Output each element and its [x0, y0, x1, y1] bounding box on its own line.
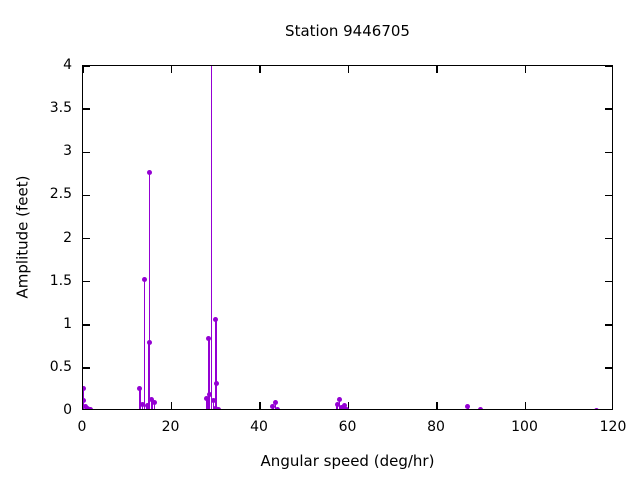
data-point [139, 401, 145, 407]
y-tick-mark [83, 237, 90, 240]
y-tick-mark-right [605, 151, 612, 153]
y-tick-label: 3.5 [49, 100, 72, 117]
data-point [149, 397, 155, 403]
data-stem [143, 279, 146, 409]
data-point [142, 276, 148, 282]
data-stem [338, 399, 341, 409]
y-tick-mark-right [605, 324, 612, 326]
data-point [213, 317, 219, 323]
y-tick-mark-right [605, 280, 612, 283]
y-tick-label: 2.5 [49, 186, 72, 203]
data-stem [90, 409, 92, 410]
data-stem [212, 400, 215, 409]
data-stem [206, 398, 208, 409]
data-point [147, 169, 153, 175]
y-tick-mark-right [605, 237, 612, 240]
data-stem [215, 319, 217, 409]
data-point [465, 404, 471, 409]
chart-title: Station 9446705 [285, 22, 410, 40]
data-point [477, 406, 483, 409]
x-axis-title: Angular speed (deg/hr) [260, 452, 435, 470]
x-tick-label: 40 [250, 419, 268, 435]
y-tick-mark [83, 66, 90, 67]
data-point [83, 398, 86, 404]
data-point [83, 386, 86, 392]
x-tick-label: 120 [599, 419, 627, 435]
y-tick-mark [83, 280, 90, 283]
data-stem [277, 409, 279, 410]
x-tick-label: 0 [77, 419, 87, 435]
x-tick-label: 100 [511, 419, 538, 435]
y-tick-label: 2 [63, 229, 72, 246]
x-tick-mark-top [347, 66, 350, 73]
data-stem [218, 409, 220, 410]
y-tick-label: 3 [63, 143, 72, 160]
data-stem [480, 409, 482, 410]
x-tick-mark-top [436, 66, 438, 73]
x-tick-label: 20 [161, 419, 180, 435]
data-point [87, 406, 93, 409]
x-tick-label: 60 [338, 419, 357, 435]
data-point [275, 406, 281, 409]
y-tick-label: 4 [63, 57, 72, 73]
x-tick-mark [436, 402, 438, 409]
y-tick-mark-right [605, 367, 612, 369]
data-point [137, 386, 143, 392]
data-point [213, 380, 219, 386]
data-stem [208, 394, 210, 409]
y-tick-label: 0 [63, 402, 72, 418]
x-tick-mark [170, 402, 173, 409]
data-point [144, 403, 150, 409]
y-tick-mark-right [605, 194, 612, 197]
data-stem [139, 388, 141, 409]
x-tick-mark-top [524, 66, 527, 73]
data-point [206, 392, 212, 398]
data-point [334, 402, 340, 408]
y-tick-mark-right [605, 108, 612, 110]
x-tick-mark-top [170, 66, 173, 73]
data-stem [208, 338, 210, 409]
y-tick-mark [83, 194, 90, 197]
data-stem [274, 402, 277, 409]
data-point [216, 406, 222, 409]
data-point [593, 407, 599, 409]
data-stem [210, 66, 212, 409]
plot-area [82, 65, 613, 410]
y-tick-label: 1 [63, 315, 72, 332]
data-point [204, 396, 210, 402]
x-tick-mark [347, 402, 350, 409]
data-stem [215, 383, 217, 409]
data-point [206, 336, 212, 342]
y-tick-mark-right [605, 66, 612, 67]
y-tick-label: 0.5 [49, 358, 72, 375]
data-point [341, 403, 347, 409]
data-stem [153, 402, 156, 409]
data-point [151, 399, 157, 405]
data-stem [148, 172, 151, 409]
y-tick-mark [83, 108, 90, 110]
y-tick-mark [83, 367, 90, 369]
data-point [337, 397, 342, 403]
data-point [272, 399, 278, 405]
y-tick-mark [83, 324, 90, 326]
data-point [343, 406, 349, 409]
x-tick-mark [524, 402, 527, 409]
data-point [270, 404, 276, 409]
data-stem [346, 409, 348, 410]
y-tick-label: 1.5 [49, 272, 72, 289]
x-tick-mark [259, 402, 261, 409]
x-tick-mark-top [259, 66, 261, 73]
x-tick-mark-top [83, 66, 84, 73]
y-tick-mark [83, 151, 90, 153]
data-point [211, 398, 217, 404]
x-tick-label: 80 [427, 419, 445, 435]
